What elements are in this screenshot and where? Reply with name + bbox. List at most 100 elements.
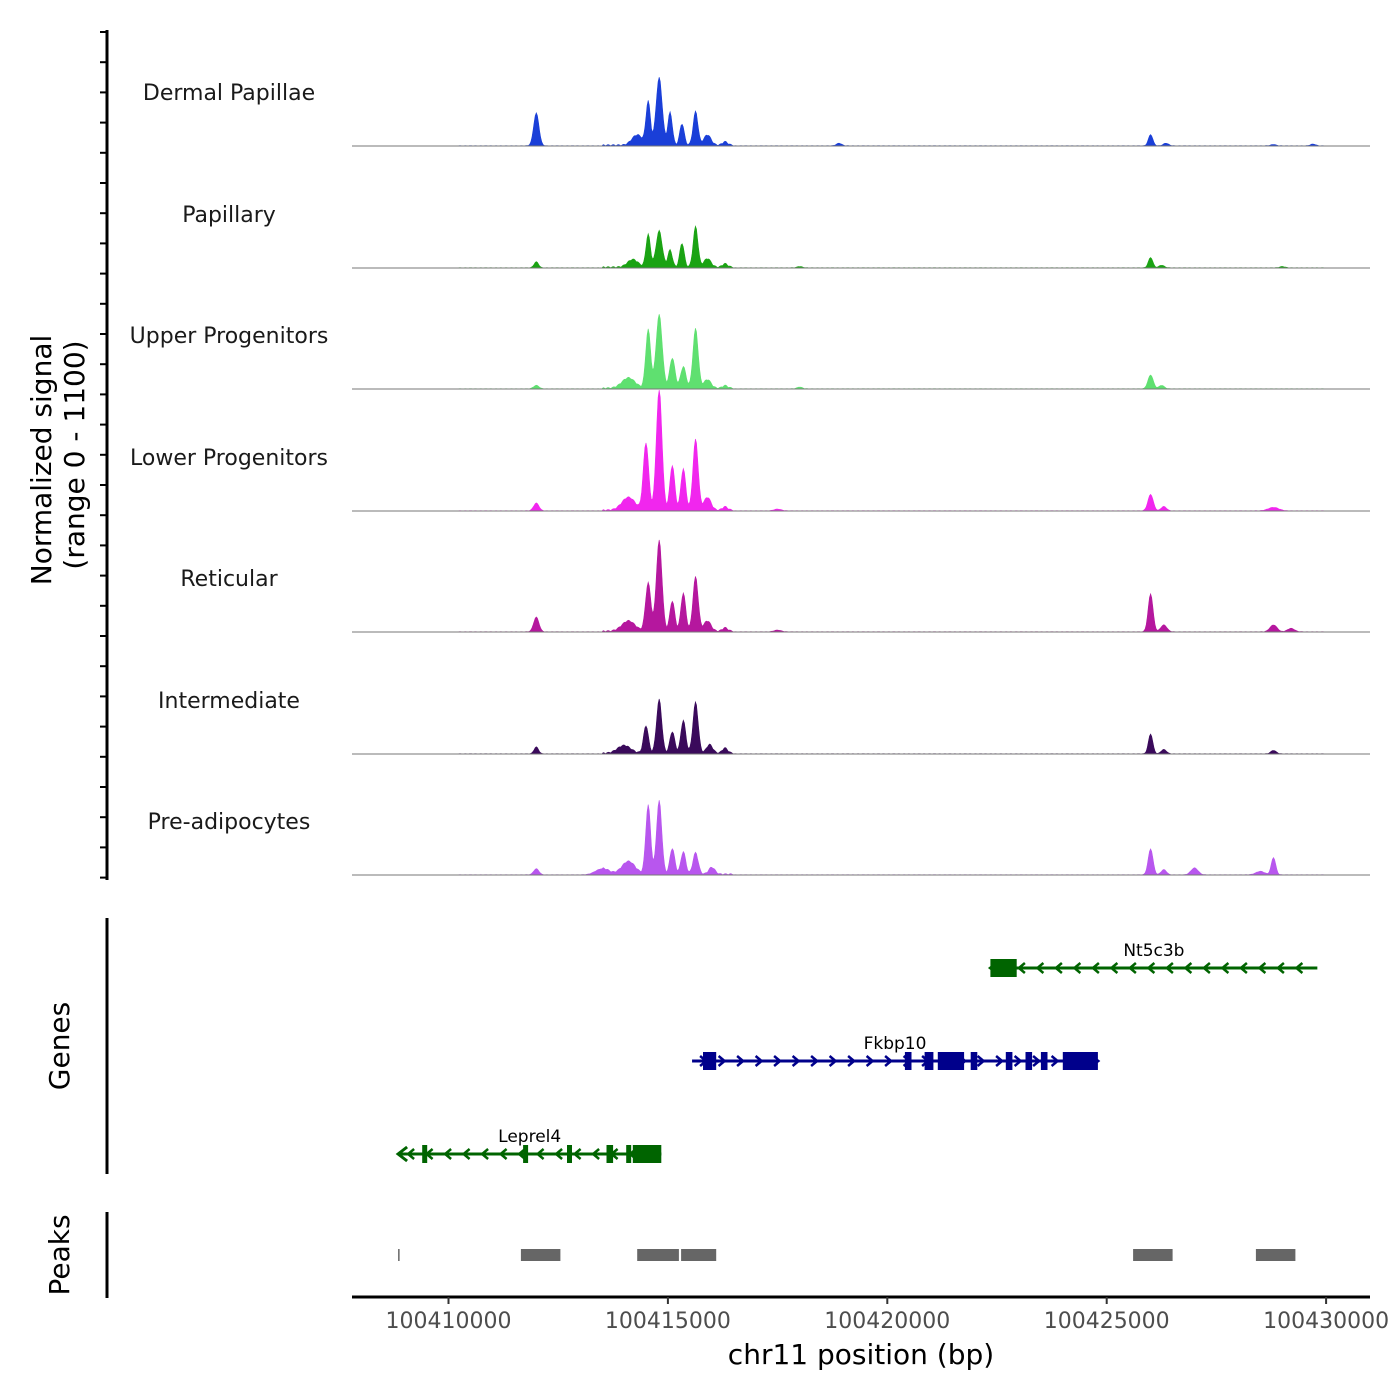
genes-track-title: Genes [43,1002,76,1090]
strand-arrow [736,1055,746,1067]
peaks-track-title: Peaks [43,1214,76,1295]
peak-regions [398,1249,1296,1261]
gene-exon [904,1052,912,1070]
strand-arrow [717,1055,727,1067]
track-label: Lower Progenitors [130,446,328,471]
strand-arrow [480,1148,489,1160]
x-tick-label: 100410000 [386,1309,512,1334]
strand-arrow [1109,962,1119,974]
strand-arrow [828,1055,838,1067]
gene-exon [1040,1052,1048,1070]
peak-region [1133,1249,1173,1261]
strand-arrow [865,1055,875,1067]
coverage-track [352,77,1370,147]
gene-exon [422,1145,428,1163]
gene-exon [924,1052,934,1070]
strand-arrow [1050,1055,1060,1067]
coverage-tracks [352,77,1370,876]
gene-annotations: Nt5c3b Fkbp10 Leprel4 [395,941,1318,1163]
strand-arrow [1016,962,1026,974]
strand-arrow [976,1055,986,1067]
strand-arrow [1220,962,1230,974]
strand-arrow [498,1148,508,1160]
x-tick-label: 100425000 [1044,1309,1170,1334]
signal-y-axis-ticks [100,31,107,879]
strand-arrow [461,1148,471,1160]
gene-label: Fkbp10 [864,1034,927,1054]
strand-arrow [554,1148,563,1160]
track-label: Upper Progenitors [130,324,329,349]
coverage-area [457,77,1325,147]
strand-arrow [1032,1055,1042,1067]
strand-arrow [572,1148,582,1160]
coverage-track [352,800,1370,876]
strand-arrow [591,1148,600,1160]
strand-arrow [995,1055,1005,1067]
gene-model [395,1145,662,1163]
x-tick-label: 100430000 [1263,1309,1389,1334]
track-label: Intermediate [158,689,300,714]
gene-exon [632,1145,662,1163]
coverage-area [457,698,1325,755]
strand-arrow [791,1055,801,1067]
strand-arrow [1294,962,1304,974]
strand-arrow [884,1055,894,1067]
track-label: Pre-adipocytes [148,810,311,835]
track-label: Dermal Papillae [143,81,315,106]
strand-arrow [773,1055,783,1067]
strand-arrow [395,1145,409,1163]
peak-region [398,1249,400,1261]
peak-region [681,1249,717,1261]
signal-y-axis-title-line1: Normalized signal [25,335,58,586]
gene-exon [1005,1052,1013,1070]
gene-exon [626,1145,632,1163]
coverage-track [352,225,1370,269]
x-tick-label: 100420000 [824,1309,950,1334]
strand-arrow [754,1055,764,1067]
gene-exon [1062,1052,1098,1070]
coverage-track [352,698,1370,755]
gene-exon [1025,1052,1033,1070]
coverage-area [457,539,1325,633]
peak-region [1255,1249,1296,1261]
coverage-area [457,225,1325,269]
gene-exon [606,1145,614,1163]
strand-arrow [1090,962,1100,974]
gene-label: Leprel4 [498,1127,561,1147]
strand-arrow [1201,962,1211,974]
gene-model [987,959,1318,977]
strand-arrow [1127,962,1137,974]
strand-arrow [1013,1055,1023,1067]
gene-exon [937,1052,965,1070]
strand-arrow [1072,962,1082,974]
strand-arrow [1164,962,1174,974]
coverage-area [457,389,1325,512]
x-axis-ticks: 100410000 100415000 100420000 100425000 … [386,1297,1389,1334]
x-axis-title: chr11 position (bp) [728,1338,994,1371]
coverage-area [457,314,1325,390]
gene-exon [990,959,1017,977]
strand-arrow [1183,962,1193,974]
strand-arrow [1035,962,1045,974]
gene-exon [567,1145,572,1163]
track-label: Reticular [180,567,278,592]
gene-exon [703,1052,717,1070]
gene-exon [970,1052,978,1070]
strand-arrow [1257,962,1267,974]
x-tick-label: 100415000 [605,1309,731,1334]
signal-y-axis-title-line2: (range 0 - 1100) [58,340,91,569]
strand-arrow [847,1055,857,1067]
peak-region [637,1249,679,1261]
track-label: Papillary [182,203,276,228]
track-labels: Dermal Papillae Papillary Upper Progenit… [130,81,329,835]
gene-label: Nt5c3b [1123,941,1184,961]
coverage-track [352,539,1370,633]
gene-model [692,1052,1101,1070]
strand-arrow [535,1148,545,1160]
strand-arrow [1053,962,1063,974]
strand-arrow [810,1055,820,1067]
coverage-track [352,314,1370,390]
gene-exon [523,1145,529,1163]
coverage-track [352,389,1370,512]
